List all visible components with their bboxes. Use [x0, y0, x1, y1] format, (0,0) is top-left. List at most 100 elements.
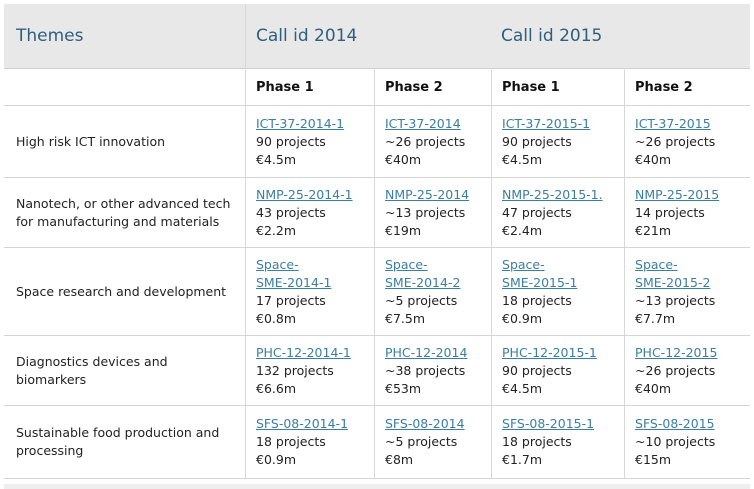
call-link[interactable]: Space- SME-2014-1 — [256, 256, 374, 292]
call-cell: PHC-12-2014 ~38 projects €53m — [374, 336, 492, 406]
budget-value: €0.8m — [256, 310, 297, 326]
call-cell: PHC-12-2014-1 132 projects €6.6m — [245, 336, 374, 406]
projects-count: ~26 projects — [635, 133, 716, 149]
budget-value: €40m — [635, 151, 672, 167]
call-link[interactable]: NMP-25-2014-1 — [256, 186, 353, 202]
call-link[interactable]: SFS-08-2015 — [635, 416, 715, 431]
projects-count: 90 projects — [256, 133, 326, 149]
call-cell: NMP-25-2014 ~13 projects €19m — [374, 178, 492, 248]
projects-count: ~10 projects — [635, 434, 716, 449]
projects-count: 132 projects — [256, 362, 334, 378]
table-row: Diagnostics devices and biomarkers PHC-1… — [4, 336, 751, 406]
call-cell: ICT-37-2014 ~26 projects €40m — [374, 106, 492, 178]
budget-value: €40m — [385, 151, 422, 167]
call-link[interactable]: ICT-37-2015 — [635, 115, 711, 131]
call-link-part: Space- — [502, 256, 545, 272]
call-link[interactable]: PHC-12-2015-1 — [502, 344, 597, 360]
call-link[interactable]: SFS-08-2014-1 — [256, 416, 349, 431]
phase-header: Phase 2 — [374, 69, 492, 106]
projects-count: ~13 projects — [635, 292, 716, 308]
call-link[interactable]: PHC-12-2014 — [385, 344, 468, 360]
call-cell: ICT-37-2015 ~26 projects €40m — [624, 106, 751, 178]
call-link[interactable]: Space- SME-2015-2 — [635, 256, 750, 292]
call-cell: Space- SME-2015-1 18 projects €0.9m — [491, 248, 625, 336]
call-link[interactable]: NMP-25-2015-1. — [502, 186, 603, 202]
call-cell: SFS-08-2015-1 18 projects €1.7m — [491, 406, 625, 479]
call-link[interactable]: Space- SME-2014-2 — [385, 256, 491, 292]
calls-table: Themes Call id 2014 Call id 2015 Phase 1… — [4, 4, 751, 479]
table-row: Sustainable food production and processi… — [4, 406, 751, 479]
call-link[interactable]: Space- SME-2015-1 — [502, 256, 624, 292]
call-link-part: SME-2014-1 — [256, 274, 332, 290]
theme-cell: Nanotech, or other advanced tech for man… — [4, 178, 245, 248]
themes-header: Themes — [4, 4, 245, 69]
projects-count: 90 projects — [502, 362, 572, 378]
call-cell: NMP-25-2015 14 projects €21m — [624, 178, 751, 248]
call-cell: Space- SME-2015-2 ~13 projects €7.7m — [624, 248, 751, 336]
budget-value: €53m — [385, 380, 422, 396]
call-link[interactable]: ICT-37-2014 — [385, 115, 461, 131]
table-row: High risk ICT innovation ICT-37-2014-1 9… — [4, 106, 751, 178]
call-link[interactable]: NMP-25-2015 — [635, 186, 720, 202]
call-link[interactable]: ICT-37-2015-1 — [502, 115, 591, 131]
budget-value: €21m — [635, 222, 672, 238]
table-header-row: Themes Call id 2014 Call id 2015 — [4, 4, 751, 69]
budget-value: €40m — [635, 380, 672, 396]
call-link[interactable]: SFS-08-2014 — [385, 416, 465, 431]
budget-value: €2.2m — [256, 222, 297, 238]
call-link-part: SME-2015-2 — [635, 274, 711, 290]
call-link[interactable]: PHC-12-2014-1 — [256, 344, 351, 360]
theme-cell: High risk ICT innovation — [4, 106, 245, 178]
table-bottom-border — [4, 484, 750, 489]
projects-count: ~5 projects — [385, 292, 458, 308]
projects-count: 47 projects — [502, 204, 572, 220]
theme-cell: Sustainable food production and processi… — [4, 406, 245, 479]
budget-value: €6.6m — [256, 380, 297, 396]
call-link-part: SME-2015-1 — [502, 274, 578, 290]
call-cell: Space- SME-2014-1 17 projects €0.8m — [245, 248, 374, 336]
budget-value: €0.9m — [502, 310, 543, 326]
projects-count: ~38 projects — [385, 362, 466, 378]
budget-value: €7.7m — [635, 310, 676, 326]
projects-count: 18 projects — [256, 434, 326, 449]
budget-value: €7.5m — [385, 310, 426, 326]
call-cell: SFS-08-2015 ~10 projects €15m — [624, 406, 751, 479]
projects-count: ~26 projects — [385, 133, 466, 149]
projects-count: 17 projects — [256, 292, 326, 308]
phase-empty-cell — [4, 69, 245, 106]
call-link[interactable]: ICT-37-2014-1 — [256, 115, 345, 131]
phase-header: Phase 1 — [491, 69, 625, 106]
phase-header: Phase 1 — [245, 69, 374, 106]
call-cell: PHC-12-2015 ~26 projects €40m — [624, 336, 751, 406]
budget-value: €1.7m — [502, 452, 543, 467]
budget-value: €8m — [385, 452, 414, 467]
projects-count: 14 projects — [635, 204, 705, 220]
phase-row: Phase 1 Phase 2 Phase 1 Phase 2 — [4, 69, 751, 106]
budget-value: €2.4m — [502, 222, 543, 238]
theme-cell: Space research and development — [4, 248, 245, 336]
phase-header: Phase 2 — [624, 69, 751, 106]
call-link-part: Space- — [635, 256, 678, 272]
call-link-part: Space- — [385, 256, 428, 272]
projects-count: ~5 projects — [385, 434, 458, 449]
call-link-part: SME-2014-2 — [385, 274, 461, 290]
call-link[interactable]: PHC-12-2015 — [635, 344, 718, 360]
projects-count: ~26 projects — [635, 362, 716, 378]
theme-cell: Diagnostics devices and biomarkers — [4, 336, 245, 406]
call-cell: ICT-37-2014-1 90 projects €4.5m — [245, 106, 374, 178]
projects-count: 18 projects — [502, 434, 572, 449]
call-cell: NMP-25-2015-1. 47 projects €2.4m — [491, 178, 625, 248]
table-row: Nanotech, or other advanced tech for man… — [4, 178, 751, 248]
call-cell: SFS-08-2014-1 18 projects €0.9m — [245, 406, 374, 479]
call-link[interactable]: SFS-08-2015-1 — [502, 416, 595, 431]
budget-value: €19m — [385, 222, 422, 238]
projects-count: 90 projects — [502, 133, 572, 149]
projects-count: 18 projects — [502, 292, 572, 308]
budget-value: €0.9m — [256, 452, 297, 467]
call-link-part: Space- — [256, 256, 299, 272]
call-link[interactable]: NMP-25-2014 — [385, 186, 470, 202]
budget-value: €4.5m — [502, 380, 543, 396]
projects-count: ~13 projects — [385, 204, 466, 220]
table-row: Space research and development Space- SME… — [4, 248, 751, 336]
